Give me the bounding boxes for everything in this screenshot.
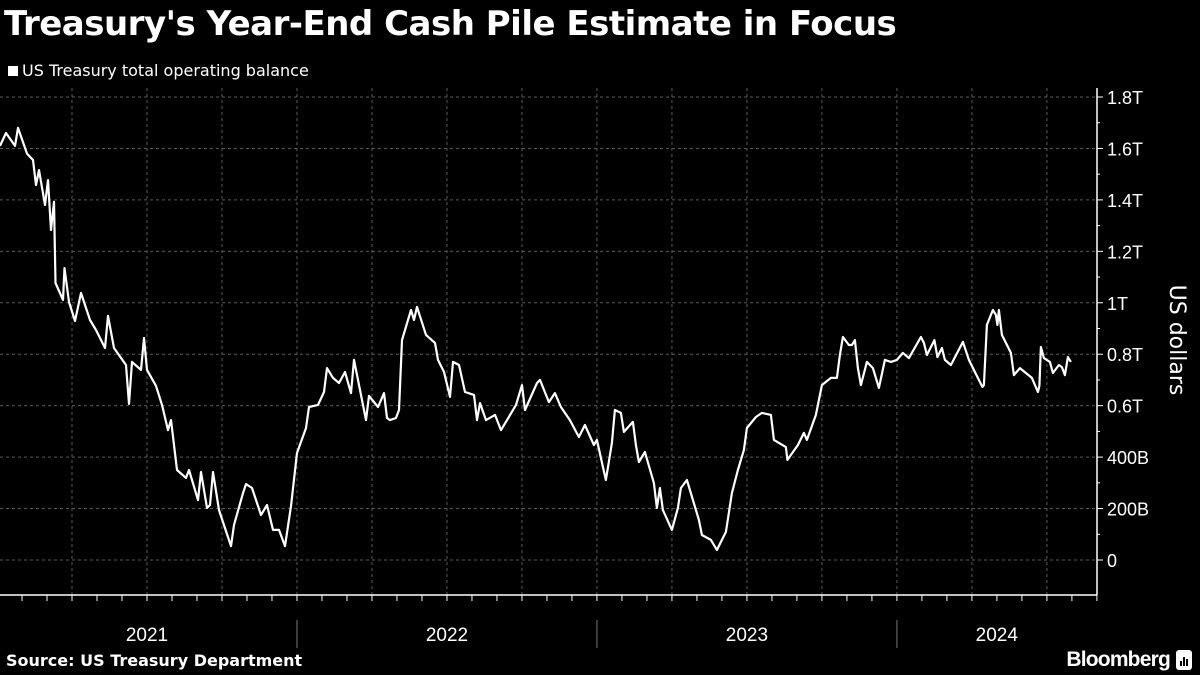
legend-label: US Treasury total operating balance xyxy=(22,61,309,80)
y-axis-label: US dollars xyxy=(1164,285,1189,396)
y-tick-label: 0.6T xyxy=(1107,397,1143,417)
y-tick-label: 1T xyxy=(1107,294,1128,314)
y-tick-label: 1.4T xyxy=(1107,191,1143,211)
x-tick-label: 2021 xyxy=(126,625,168,646)
axes xyxy=(0,88,1103,648)
bloomberg-chart-icon xyxy=(1176,650,1192,670)
legend-swatch xyxy=(8,65,18,76)
y-tick-label: 0.8T xyxy=(1107,345,1143,365)
y-tick-label: 400B xyxy=(1107,448,1149,468)
y-tick-label: 1.8T xyxy=(1107,88,1143,108)
chart-title: Treasury's Year-End Cash Pile Estimate i… xyxy=(4,4,897,44)
bloomberg-logo: Bloomberg xyxy=(1066,648,1192,672)
legend: US Treasury total operating balance xyxy=(8,61,309,80)
x-tick-label: 2022 xyxy=(426,625,468,646)
y-tick-label: 1.2T xyxy=(1107,242,1143,262)
y-tick-label: 0 xyxy=(1107,551,1117,571)
x-tick-label: 2023 xyxy=(726,625,768,646)
brand-name: Bloomberg xyxy=(1066,648,1170,671)
gridlines xyxy=(0,88,1097,595)
x-tick-labels: 2021 2022 2023 2024 xyxy=(126,625,1019,646)
y-tick-label: 1.6T xyxy=(1107,139,1143,159)
y-tick-labels: 0 200B 400B 0.6T 0.8T 1T 1.2T 1.4T 1.6T 1.8T xyxy=(1107,88,1149,571)
y-tick-label: 200B xyxy=(1107,500,1149,520)
x-tick-label: 2024 xyxy=(976,625,1019,646)
source-note: Source: US Treasury Department xyxy=(6,651,303,670)
series-line-treasury-balance xyxy=(0,126,1072,552)
